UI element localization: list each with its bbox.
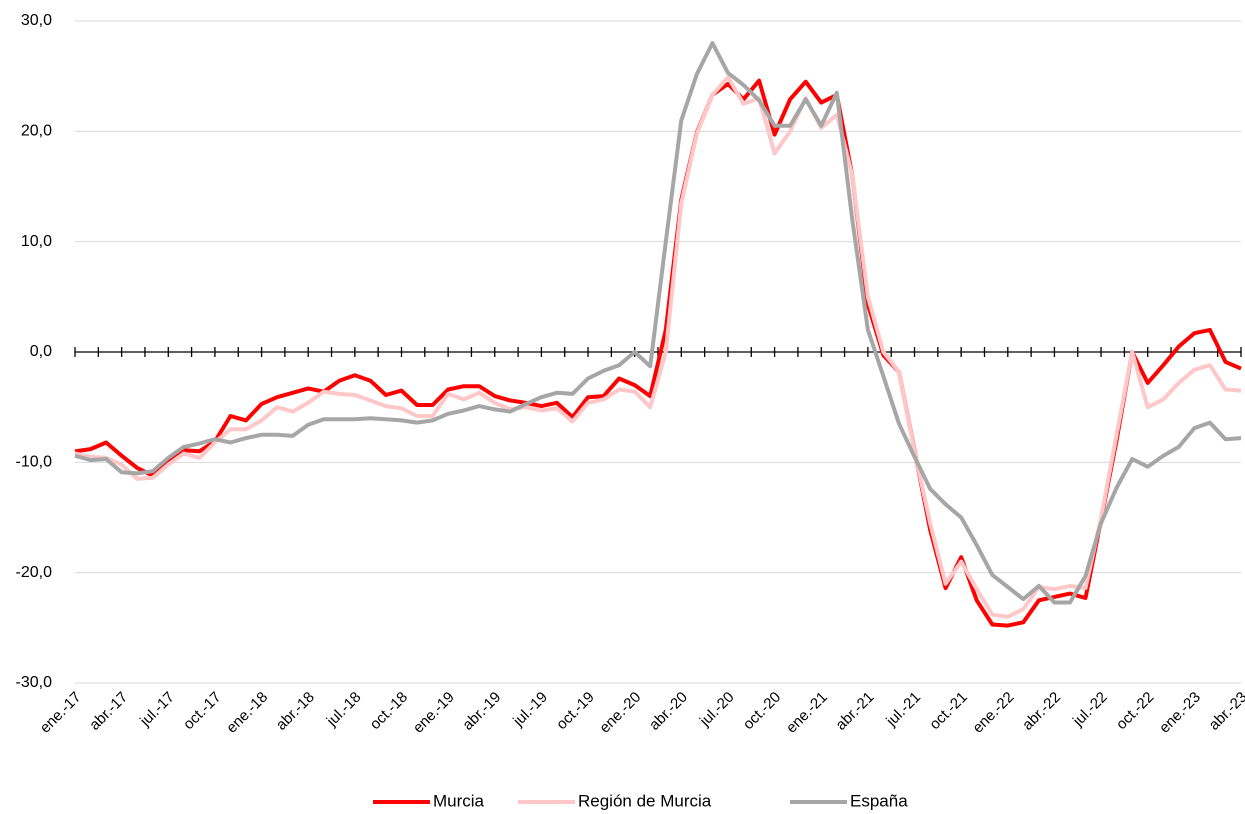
- y-tick-label: 0,0: [30, 343, 52, 360]
- x-tick-label: jul.-22: [1069, 689, 1111, 731]
- x-tick-label: oct.-18: [367, 689, 411, 733]
- y-tick-label: -20,0: [16, 564, 53, 581]
- x-tick-label: abr.-23: [1206, 689, 1245, 734]
- x-tick-label: abr.-20: [646, 689, 691, 734]
- x-tick-label: ene.-23: [1156, 689, 1204, 737]
- x-tick-label: abr.-22: [1019, 689, 1064, 734]
- y-tick-label: 10,0: [21, 233, 52, 250]
- x-tick-label: oct.-22: [1113, 689, 1157, 733]
- x-tick-label: oct.-17: [180, 689, 224, 733]
- legend-label: Murcia: [433, 791, 485, 810]
- legend-label: España: [850, 791, 908, 810]
- x-tick-label: ene.-22: [969, 689, 1017, 737]
- x-tick-label: abr.-18: [273, 689, 318, 734]
- x-tick-label: oct.-19: [553, 689, 597, 733]
- x-tick-label: ene.-20: [596, 689, 644, 737]
- x-tick-label: jul.-21: [883, 689, 925, 731]
- y-tick-label: 30,0: [21, 12, 52, 29]
- x-tick-label: oct.-21: [926, 689, 970, 733]
- x-tick-label: jul.-20: [696, 689, 738, 731]
- x-tick-label: ene.-21: [783, 689, 831, 737]
- x-tick-label: jul.-17: [136, 689, 178, 731]
- series-line: [74, 75, 1242, 619]
- series-line: [74, 78, 1242, 628]
- x-tick-label: oct.-20: [740, 689, 784, 733]
- x-tick-label: abr.-19: [459, 689, 504, 734]
- x-tick-label: abr.-21: [832, 689, 877, 734]
- y-tick-label: -30,0: [16, 674, 53, 691]
- x-tick-label: ene.-19: [410, 689, 458, 737]
- x-tick-label: ene.-17: [37, 689, 85, 737]
- x-tick-label: jul.-19: [509, 689, 551, 731]
- x-tick-label: ene.-18: [223, 689, 271, 737]
- y-tick-label: -10,0: [16, 454, 53, 471]
- y-tick-label: 20,0: [21, 123, 52, 140]
- x-tick-label: abr.-17: [86, 689, 131, 734]
- x-tick-label: jul.-18: [323, 689, 365, 731]
- legend-label: Región de Murcia: [578, 791, 712, 810]
- series-line: [74, 41, 1242, 605]
